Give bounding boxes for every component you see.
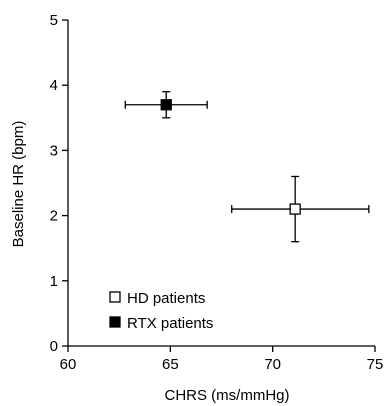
- x-tick-label: 60: [60, 356, 77, 373]
- x-tick-label: 75: [367, 356, 384, 373]
- y-tick-label: 2: [50, 208, 58, 225]
- x-tick-label: 70: [264, 356, 281, 373]
- legend: HD patients RTX patients: [110, 290, 213, 332]
- legend-marker-hd-patients: [110, 292, 120, 302]
- legend-label-hd-patients: HD patients: [127, 290, 205, 307]
- x-axis-label: CHRS (ms/mmHg): [165, 387, 290, 404]
- rtx-patients-point: [161, 100, 171, 110]
- ticks: 0 1 2 3 4 5 60 65 70 75: [50, 12, 384, 373]
- y-tick-label: 4: [50, 77, 58, 94]
- legend-label-rtx-patients: RTX patients: [127, 315, 213, 332]
- data-marks: [125, 92, 369, 242]
- y-axis-label: Baseline HR (bpm): [10, 121, 27, 248]
- y-tick-label: 1: [50, 273, 58, 290]
- y-tick-label: 3: [50, 142, 58, 159]
- y-tick-label: 5: [50, 12, 58, 29]
- legend-marker-rtx-patients: [110, 317, 120, 327]
- x-tick-label: 65: [162, 356, 179, 373]
- hd-patients-point: [290, 204, 300, 214]
- y-tick-label: 0: [50, 338, 58, 355]
